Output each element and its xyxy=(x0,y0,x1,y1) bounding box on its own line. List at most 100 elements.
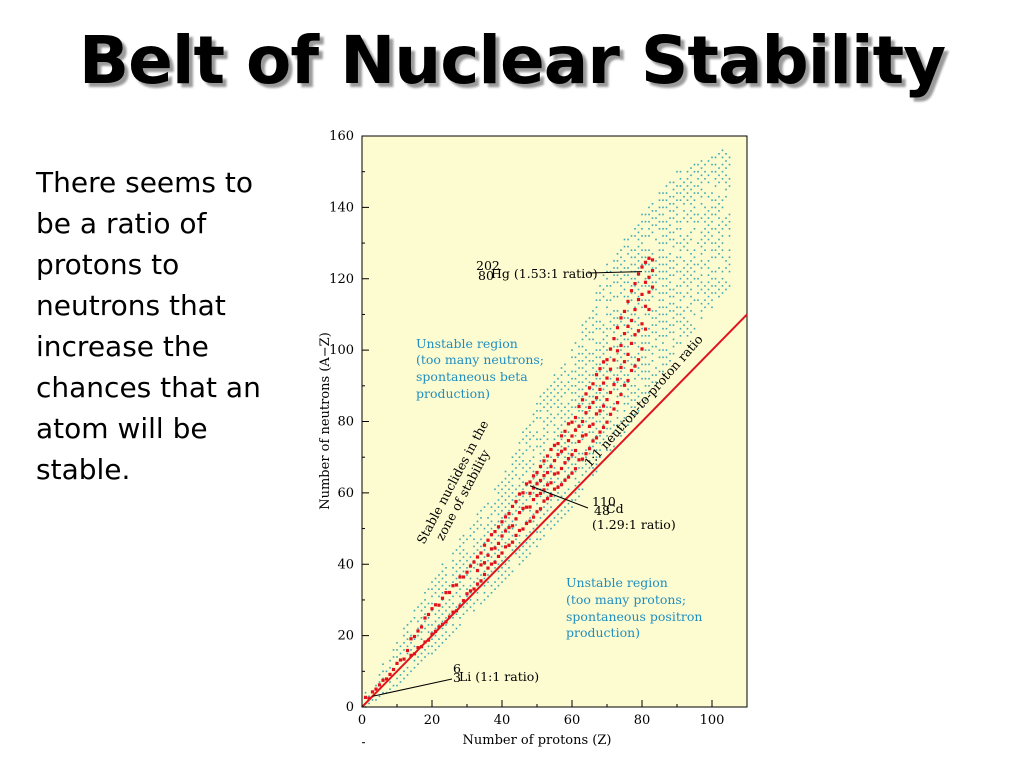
unstable-nuclide-point xyxy=(557,385,559,387)
unstable-nuclide-point xyxy=(721,242,724,244)
unstable-nuclide-point xyxy=(378,674,381,676)
unstable-nuclide-point xyxy=(567,431,570,433)
unstable-nuclide-point xyxy=(504,556,507,558)
unstable-nuclide-point xyxy=(585,456,587,458)
unstable-nuclide-point xyxy=(630,363,633,366)
unstable-nuclide-point xyxy=(592,317,594,319)
unstable-nuclide-point xyxy=(420,617,423,619)
unstable-nuclide-point xyxy=(560,438,563,441)
unstable-nuclide-point xyxy=(711,299,713,301)
unstable-nuclide-point xyxy=(469,592,472,594)
unstable-nuclide-point xyxy=(662,263,664,266)
unstable-nuclide-point xyxy=(693,185,696,187)
unstable-nuclide-point xyxy=(676,199,678,201)
unstable-nuclide-point xyxy=(686,192,689,194)
unstable-nuclide-point xyxy=(714,178,717,180)
unstable-nuclide-point xyxy=(595,399,598,401)
unstable-nuclide-point xyxy=(490,556,493,558)
unstable-nuclide-point xyxy=(627,267,629,269)
y-tick-label: 40 xyxy=(337,557,354,572)
unstable-nuclide-point xyxy=(487,595,489,598)
stable-nuclide-point xyxy=(563,478,567,482)
unstable-nuclide-point xyxy=(564,370,566,373)
unstable-nuclide-point xyxy=(599,356,601,359)
unstable-nuclide-point xyxy=(578,381,580,383)
unstable-nuclide-point xyxy=(686,306,689,309)
unstable-nuclide-point xyxy=(536,417,538,419)
unstable-nuclide-point xyxy=(672,245,675,248)
unstable-nuclide-point xyxy=(648,228,650,230)
unstable-nuclide-point xyxy=(679,199,682,201)
unstable-nuclide-point xyxy=(592,360,594,362)
unstable-nuclide-point xyxy=(648,263,650,266)
unstable-nuclide-point xyxy=(438,617,440,619)
stable-nuclide-point xyxy=(577,458,581,462)
unstable-nuclide-point xyxy=(441,570,444,573)
unstable-nuclide-point xyxy=(389,688,391,690)
unstable-nuclide-point xyxy=(532,477,535,480)
unstable-nuclide-point xyxy=(665,199,668,201)
unstable-nuclide-point xyxy=(567,417,570,419)
stable-nuclide-point xyxy=(489,547,494,551)
stable-nuclide-point xyxy=(510,540,515,544)
unstable-nuclide-point xyxy=(441,627,444,630)
unstable-nuclide-point xyxy=(616,424,619,426)
stable-nuclide-point xyxy=(531,486,536,490)
unstable-nuclide-point xyxy=(574,477,577,480)
unstable-nuclide-point xyxy=(546,402,549,405)
unstable-nuclide-point xyxy=(623,395,626,398)
unstable-nuclide-point xyxy=(648,342,650,344)
unstable-nuclide-point xyxy=(679,335,682,337)
unstable-nuclide-point xyxy=(679,270,682,273)
unstable-nuclide-point xyxy=(490,592,493,594)
unstable-nuclide-point xyxy=(420,631,423,633)
unstable-nuclide-point xyxy=(669,231,671,234)
unstable-nuclide-point xyxy=(697,242,699,244)
stable-nuclide-point xyxy=(475,582,480,586)
unstable-nuclide-point xyxy=(728,228,731,230)
stable-nuclide-point xyxy=(409,637,413,641)
unstable-nuclide-point xyxy=(592,310,594,312)
unstable-nuclide-point xyxy=(567,445,570,448)
unstable-nuclide-point xyxy=(588,402,591,405)
unstable-nuclide-point xyxy=(504,513,507,516)
unstable-nuclide-point xyxy=(595,420,598,423)
stable-nuclide-point xyxy=(412,634,417,639)
unstable-nuclide-point xyxy=(522,452,524,455)
unstable-nuclide-point xyxy=(655,367,657,369)
unstable-nuclide-point xyxy=(501,502,503,505)
unstable-nuclide-point xyxy=(609,313,612,316)
unstable-nuclide-point xyxy=(515,524,517,526)
unstable-nuclide-point xyxy=(686,178,689,180)
svg-text:6: 6 xyxy=(453,661,461,676)
unstable-nuclide-point xyxy=(501,509,503,512)
unstable-nuclide-point xyxy=(483,527,486,530)
unstable-nuclide-point xyxy=(658,220,661,223)
unstable-nuclide-point xyxy=(550,392,552,394)
unstable-nuclide-point xyxy=(679,292,682,294)
unstable-nuclide-point xyxy=(620,392,622,394)
unstable-nuclide-point xyxy=(420,602,423,605)
unstable-nuclide-point xyxy=(599,456,601,458)
unstable-nuclide-point xyxy=(480,545,482,548)
unstable-nuclide-point xyxy=(599,285,601,287)
unstable-nuclide-point xyxy=(476,549,479,551)
unstable-nuclide-point xyxy=(721,270,724,273)
unstable-nuclide-point xyxy=(574,377,577,380)
unstable-nuclide-point xyxy=(662,235,664,237)
unstable-nuclide-point xyxy=(445,574,447,576)
unstable-nuclide-point xyxy=(714,249,717,251)
unstable-nuclide-point xyxy=(581,474,584,476)
unstable-nuclide-point xyxy=(700,310,703,312)
unstable-nuclide-point xyxy=(665,327,668,330)
unstable-nuclide-point xyxy=(564,470,566,473)
unstable-nuclide-point xyxy=(434,649,437,651)
one-to-one-ratio-line xyxy=(361,313,748,708)
unstable-nuclide-point xyxy=(585,399,587,401)
stable-nuclide-point xyxy=(482,572,487,577)
unstable-nuclide-point xyxy=(438,574,440,576)
unstable-nuclide-point xyxy=(655,238,657,241)
unstable-nuclide-point xyxy=(522,502,524,505)
unstable-nuclide-point xyxy=(546,467,549,469)
unstable-nuclide-point xyxy=(630,327,633,330)
